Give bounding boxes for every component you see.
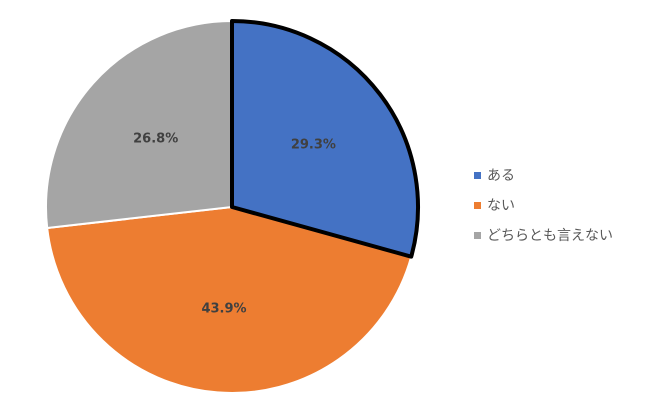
legend-label-3: どちらとも言えない xyxy=(487,228,613,244)
legend-swatch-3 xyxy=(474,232,481,239)
pie-slice-1[interactable] xyxy=(230,19,420,259)
pie-slices xyxy=(45,19,420,394)
data-label-2: 43.9% xyxy=(201,302,246,317)
pie-slice-3[interactable] xyxy=(45,20,233,229)
data-label-1: 29.3% xyxy=(291,138,336,153)
legend-swatch-1 xyxy=(474,172,481,179)
legend-swatch-2 xyxy=(474,202,481,209)
legend-label-2: ない xyxy=(487,198,515,214)
pie-data-labels: 29.3% 43.9% 26.8% xyxy=(133,131,336,316)
data-label-3: 26.8% xyxy=(133,131,178,146)
pie-slice-2[interactable] xyxy=(46,206,413,394)
legend-label-1: ある xyxy=(487,168,515,184)
